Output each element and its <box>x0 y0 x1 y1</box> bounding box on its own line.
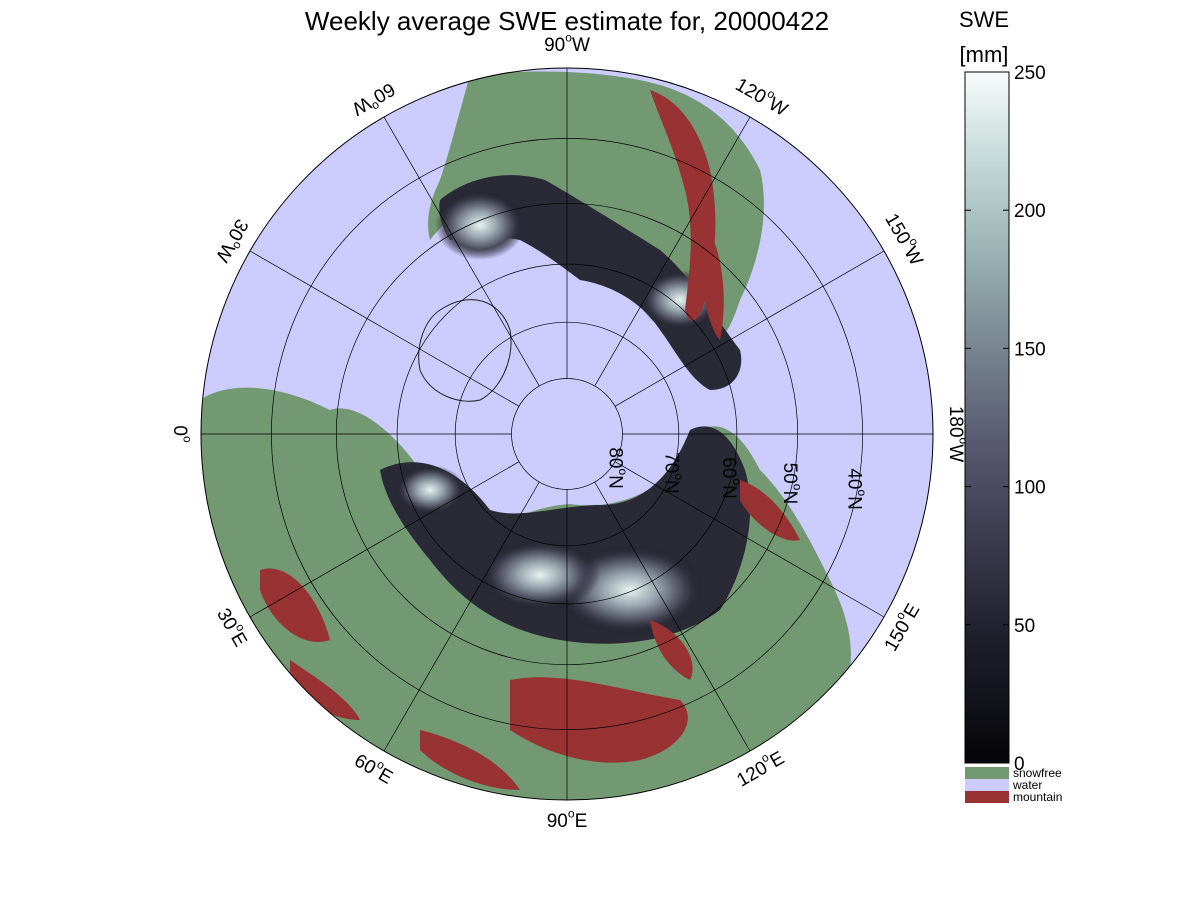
colorbar-gradient <box>964 71 1010 764</box>
legend-swatch-mountain <box>965 791 1009 803</box>
colorbar-title-swe: SWE <box>959 7 1009 32</box>
meridian-line <box>249 250 520 407</box>
canada-deep-snow-patch <box>435 190 525 260</box>
meridian-label: 0o <box>169 425 194 443</box>
meridian-line <box>249 461 520 618</box>
meridian-label: 90oE <box>547 807 588 832</box>
land-layer <box>201 71 851 800</box>
central-siberia-snow-patch <box>480 540 600 610</box>
legend-swatch-water <box>965 779 1009 791</box>
meridian-labels: 90oW120oW150oW180oW150oE120oE90oE60oE30o… <box>169 31 970 832</box>
colorbar-tick-label: 100 <box>1014 478 1046 499</box>
meridian-label: 90oW <box>544 31 590 56</box>
map-border <box>200 67 934 801</box>
meridian-line <box>594 116 751 387</box>
colorbar-tick-label: 200 <box>1014 201 1046 222</box>
parallel-labels: 80oN 70oN 60oN 50oN 40oN <box>604 447 869 510</box>
colorbar-tick-label: 50 <box>1014 616 1035 637</box>
colorbar-tick-label: 250 <box>1014 63 1046 84</box>
legend-label-snowfree: snowfree <box>1013 766 1062 780</box>
graticule <box>201 68 933 800</box>
meridian-line <box>383 481 540 752</box>
meridian-line <box>594 481 751 752</box>
parallel-label: 80oN <box>604 447 629 489</box>
colorbar-title-unit: [mm] <box>960 42 1009 67</box>
colorbar-ticks: 0 50 100 150 200 250 <box>965 63 1046 775</box>
parallel-label: 70oN <box>660 452 685 494</box>
legend-label-mountain: mountain <box>1013 790 1062 804</box>
meridian-label: 180oW <box>945 406 970 462</box>
parallel-label: 40oN <box>843 468 868 510</box>
meridian-line <box>614 250 885 407</box>
scandinavia-snow-patch <box>395 465 465 515</box>
legend-swatch-snowfree <box>965 767 1009 779</box>
meridian-lines <box>201 68 933 800</box>
meridian-line <box>614 461 885 618</box>
mountain-areas <box>260 90 800 790</box>
polar-map: 90oW120oW150oW180oW150oE120oE90oE60oE30o… <box>169 31 970 832</box>
meridian-line <box>383 116 540 387</box>
colorbar-tick-label: 0 <box>1014 754 1025 775</box>
colorbar: SWE [mm] 0 50 100 150 200 250 snowfreewatermo… <box>959 7 1062 804</box>
parallel-label: 60oN <box>718 457 743 499</box>
colorbar-tick-label: 150 <box>1014 339 1046 360</box>
parallel-label: 50oN <box>779 463 804 505</box>
legend-label-water: water <box>1012 778 1042 792</box>
arctic-ocean <box>503 346 666 506</box>
map-title: Weekly average SWE estimate for, 2000042… <box>305 6 829 36</box>
